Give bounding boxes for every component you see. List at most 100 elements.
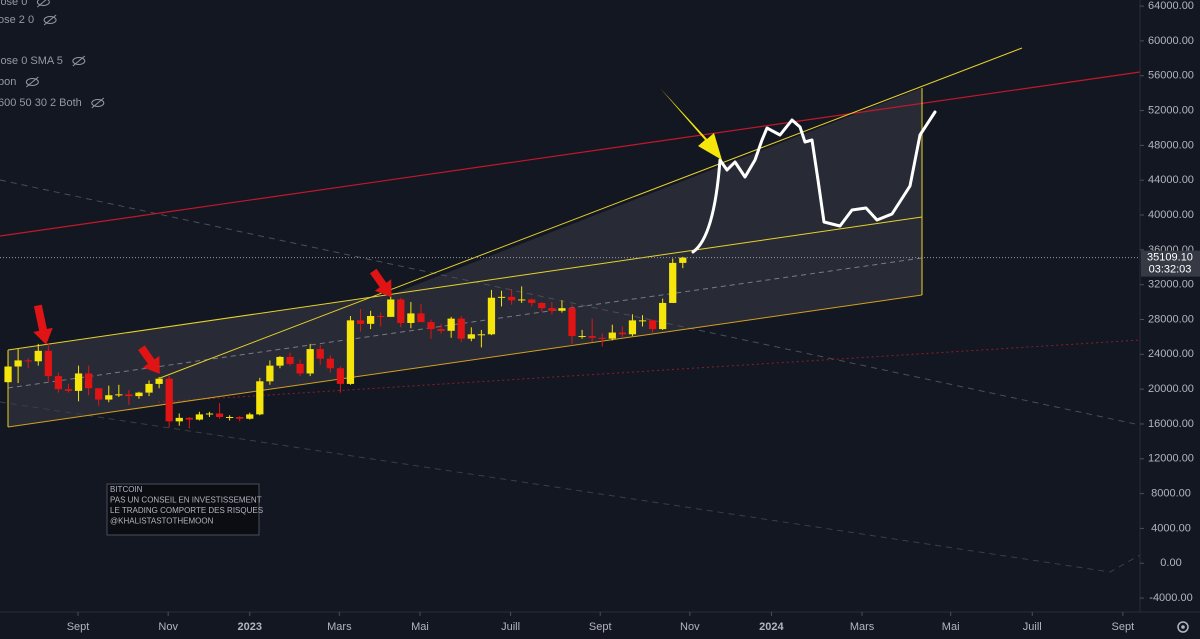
visibility-slash (43, 14, 57, 26)
candle-body (44, 350, 52, 377)
candle-body (256, 381, 264, 415)
candle-body (457, 318, 465, 339)
candle-body (366, 316, 375, 324)
projection-sketch (691, 110, 937, 254)
candle-body (518, 299, 526, 301)
candle-body (648, 320, 657, 330)
channel-fill (8, 217, 922, 427)
annotations (33, 88, 937, 536)
candle-body (115, 394, 123, 396)
note-line: @KHALISTASTOTHEMOON (110, 517, 214, 526)
candle-body (296, 363, 304, 374)
y-tick-label: 0.00 (1160, 557, 1181, 569)
candle-body (336, 368, 345, 384)
candle-body (477, 334, 486, 336)
visibility-icon[interactable] (43, 16, 57, 24)
x-tick-label: Mai (942, 621, 960, 633)
x-tick-label: Juill (501, 621, 520, 633)
y-tick-label: 16000.00 (1148, 418, 1194, 430)
candle-body (205, 413, 214, 415)
visibility-slash (37, 0, 47, 8)
red-arrow (369, 268, 392, 298)
dashed-trend (0, 179, 1141, 426)
candle-body (175, 417, 183, 422)
x-tick-label: Sept (67, 621, 90, 633)
candle-body (558, 308, 566, 311)
candle-body (659, 302, 667, 330)
x-tick-label: Nov (680, 621, 700, 633)
countdown: 03:32:03 (1149, 264, 1192, 276)
dashed-trend (0, 401, 1141, 573)
red-trendline (0, 71, 1141, 237)
channel-mid (7, 257, 923, 389)
candle-body (246, 414, 254, 419)
candle-body (487, 297, 496, 335)
candle-body (185, 417, 193, 420)
indicator-label: lose 0 SMA 5 (0, 55, 63, 67)
candle-body (427, 322, 435, 330)
candle-body (356, 320, 365, 324)
candle-body (135, 392, 143, 397)
y-tick-label: 20000.00 (1148, 383, 1194, 395)
candle-body (548, 308, 556, 311)
visibility-slash (72, 55, 86, 67)
candle-body (286, 356, 294, 364)
note-line: BITCOIN (110, 485, 143, 494)
red-arrow (33, 304, 53, 345)
candle-body (387, 299, 395, 317)
candle-body (105, 395, 113, 400)
candle-body (507, 296, 516, 301)
visibility-slash (91, 97, 105, 109)
y-tick-label: 44000.00 (1148, 174, 1194, 186)
yellow-trendline (159, 47, 1023, 379)
candle-body (95, 388, 103, 400)
candle-body (74, 373, 83, 391)
candle-body (346, 320, 355, 384)
y-tick-label: 28000.00 (1148, 313, 1194, 325)
y-tick-label: 4000.00 (1151, 522, 1191, 534)
candle-body (125, 394, 133, 397)
candle-body (628, 320, 637, 335)
visibility-icon[interactable] (72, 57, 86, 65)
y-tick-label: 64000.00 (1148, 0, 1194, 12)
candle-body (467, 334, 475, 339)
settings-icon-dot (1181, 625, 1185, 629)
drawings (0, 47, 1141, 573)
x-tick-label: Mars (327, 621, 352, 633)
candle-body (64, 389, 73, 391)
price-label-box (1141, 250, 1200, 277)
candles (4, 256, 687, 429)
y-tick-label: 8000.00 (1151, 488, 1191, 500)
visibility-icon[interactable] (91, 99, 105, 107)
candle-body (306, 349, 314, 374)
last-price-label: 35109.10 (1147, 252, 1193, 264)
candle-body (447, 318, 455, 331)
visibility-icon[interactable] (25, 78, 39, 86)
candle-body (266, 365, 274, 382)
candle-body (497, 296, 506, 298)
visibility-icon[interactable] (36, 0, 50, 6)
y-tick-label: 56000.00 (1148, 70, 1194, 82)
x-tick-label: 2023 (238, 621, 262, 633)
x-tick-label: Juill (1023, 621, 1042, 633)
candle-body (397, 299, 405, 323)
visibility-slash (26, 76, 39, 88)
x-tick-label: Sept (589, 621, 612, 633)
candle-body (84, 373, 93, 389)
channel-bottom (7, 294, 923, 428)
note-box (106, 483, 260, 536)
candle-body (14, 360, 22, 367)
note-line: PAS UN CONSEIL EN INVESTISSEMENT (110, 496, 262, 505)
yellow-arrow (660, 88, 722, 160)
channel-top (7, 216, 923, 351)
y-tick-label: 32000.00 (1148, 279, 1194, 291)
x-tick-label: Nov (158, 621, 178, 633)
candle-body (407, 313, 415, 323)
settings-icon[interactable] (1177, 621, 1189, 633)
candle-body (276, 356, 284, 366)
candle-body (326, 358, 334, 369)
candle-body (4, 366, 12, 383)
candle-body (638, 320, 647, 322)
candle-body (377, 316, 385, 318)
